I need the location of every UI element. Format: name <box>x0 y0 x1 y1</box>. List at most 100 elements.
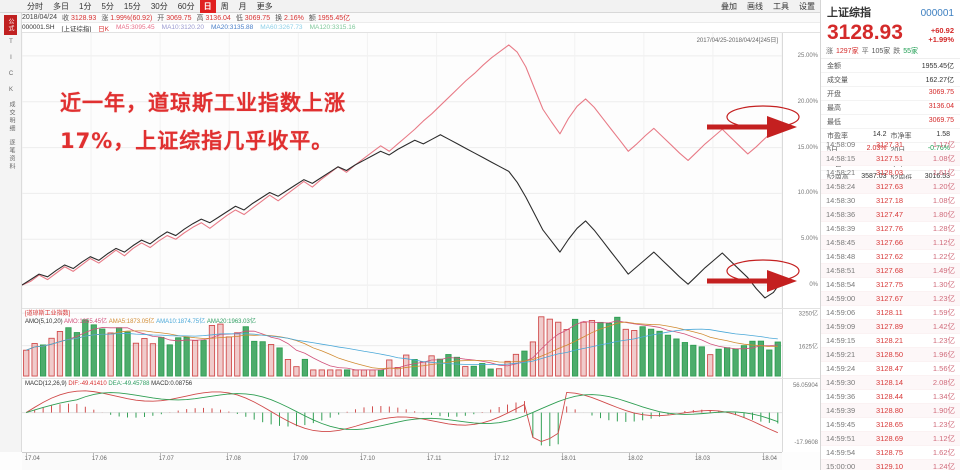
toolbar-tool-0[interactable]: 叠加 <box>721 1 737 11</box>
toolbar-period-8[interactable]: 周 <box>220 1 229 11</box>
x-axis-tick-9: 18.02 <box>627 456 643 462</box>
rail-formula-button[interactable]: 公式 <box>4 15 17 35</box>
period-toolbar[interactable]: 分时 多日 1分 5分 15分 30分 60分日周月更多 叠加 画线 工具 设置 <box>0 0 820 13</box>
tick-row[interactable]: 14:59:06 3128.11 1.59亿 <box>821 306 960 320</box>
tick-time-18: 14:59:36 <box>826 392 856 401</box>
tick-volume-5: 1.80亿 <box>932 210 955 219</box>
tick-volume-16: 1.56亿 <box>932 364 955 373</box>
macd-plot[interactable] <box>22 379 782 452</box>
tick-volume-0: 1.17亿 <box>932 140 955 149</box>
tick-price-13: 3127.89 <box>875 322 904 331</box>
low-label: 低 <box>235 14 243 22</box>
tick-list[interactable]: 14:58:09 3127.31 1.17亿 14:58:15 3127.51 1.08亿… <box>821 138 960 470</box>
tick-row[interactable]: 14:59:30 3128.14 2.08亿 <box>821 376 960 390</box>
left-rail[interactable]: 公式 T I C K 成交明细 逐笔资料 <box>0 13 22 452</box>
tick-row[interactable]: 14:58:39 3127.76 1.28亿 <box>821 222 960 236</box>
sidebar-header: 上证综指 000001 <box>821 0 960 22</box>
sidebar-pair-value-1-0: 2.03% <box>866 144 887 152</box>
tick-row[interactable]: 14:58:09 3127.31 1.17亿 <box>821 138 960 152</box>
tick-row[interactable]: 14:59:36 3128.44 1.34亿 <box>821 390 960 404</box>
tick-price-14: 3128.21 <box>875 336 904 345</box>
price-axis-tick-5: 0% <box>809 282 818 289</box>
tick-row[interactable]: 14:58:30 3127.18 1.08亿 <box>821 194 960 208</box>
x-axis-tick-7: 17.12 <box>493 456 509 462</box>
sidebar-stat-key-1: 成交量 <box>827 76 848 84</box>
tick-row[interactable]: 14:58:15 3127.51 1.08亿 <box>821 152 960 166</box>
tick-price-15: 3128.50 <box>875 350 904 359</box>
toolbar-period-9[interactable]: 月 <box>238 1 247 11</box>
toolbar-period-0[interactable]: 分时 <box>27 1 43 11</box>
x-axis-tickmark-9 <box>628 453 630 456</box>
low-value: 3069.75 <box>244 14 271 22</box>
tick-time-8: 14:58:48 <box>826 252 856 261</box>
toolbar-tool-1[interactable]: 画线 <box>747 1 763 11</box>
toolbar-period-4[interactable]: 15分 <box>123 1 141 11</box>
rail-item-tick-data[interactable]: 逐笔资料 <box>8 139 14 171</box>
tick-row[interactable]: 14:59:39 3128.80 1.90亿 <box>821 404 960 418</box>
tick-row[interactable]: 14:58:45 3127.66 1.12亿 <box>821 236 960 250</box>
tick-row[interactable]: 14:58:48 3127.62 1.22亿 <box>821 250 960 264</box>
tick-time-20: 14:59:45 <box>826 420 856 429</box>
tick-price-17: 3128.14 <box>875 378 904 387</box>
x-axis-tickmark-1 <box>92 453 94 456</box>
volume-panel[interactable]: [道琼斯工业指数] AMO(5,10,20) AMO:1955.45亿 AMA5… <box>22 308 820 378</box>
price-axis: 25.00% 20.00% 15.00% 10.00% 5.00% 0% <box>782 33 820 308</box>
decliners-label: 跌 <box>893 48 901 55</box>
sidebar-pair-cell: 5日 2.03% <box>827 145 891 155</box>
tick-row[interactable]: 14:58:21 3128.03 1.61亿 <box>821 166 960 180</box>
tick-volume-17: 2.08亿 <box>932 378 955 387</box>
toolbar-period-1[interactable]: 多日 <box>53 1 69 11</box>
toolbar-tool-3[interactable]: 设置 <box>799 1 815 11</box>
volume-axis-tick-0: 3250亿 <box>798 311 818 318</box>
sidebar-stat-value-3: 3136.04 <box>928 102 954 110</box>
tick-price-9: 3127.68 <box>875 266 904 275</box>
tick-row[interactable]: 14:58:51 3127.68 1.49亿 <box>821 264 960 278</box>
toolbar-tool-2[interactable]: 工具 <box>773 1 789 11</box>
tick-row[interactable]: 14:59:15 3128.21 1.23亿 <box>821 334 960 348</box>
macd-axis-tick-1: -17.9608 <box>794 440 818 447</box>
price-panel[interactable]: 2017/04/25-2018/04/24[245日] 25.00% 20.00%… <box>22 32 820 308</box>
x-axis-tickmark-3 <box>226 453 228 456</box>
volume-plot[interactable] <box>22 309 782 378</box>
tick-row[interactable]: 14:59:51 3128.69 1.12亿 <box>821 432 960 446</box>
tick-time-0: 14:58:09 <box>826 140 856 149</box>
tick-row[interactable]: 14:59:45 3128.65 1.23亿 <box>821 418 960 432</box>
legend-ma120: MA120:3315.16 <box>309 24 356 31</box>
toolbar-period-5[interactable]: 30分 <box>150 1 168 11</box>
x-axis-tick-0: 17.04 <box>24 456 40 462</box>
sidebar-stats: 金额 1955.45亿 成交量 162.27亿 开盘 3069.75 最高 3136.04 最低… <box>821 59 960 129</box>
tick-row[interactable]: 14:59:21 3128.50 1.96亿 <box>821 348 960 362</box>
sidebar-index-name: 上证综指 <box>827 7 871 19</box>
legend-ma20: MA20:3135.88 <box>210 24 254 31</box>
tick-row[interactable]: 15:00:00 3129.10 1.24亿 <box>821 460 960 470</box>
turnover-label: 换 <box>275 14 283 22</box>
tick-row[interactable]: 14:59:54 3128.75 1.62亿 <box>821 446 960 460</box>
tick-row[interactable]: 14:58:36 3127.47 1.80亿 <box>821 208 960 222</box>
macd-panel[interactable]: MACD(12,26,9) DIF:-49.41410 DEA:-49.4578… <box>22 378 820 452</box>
tick-price-11: 3127.67 <box>875 294 904 303</box>
rail-item-trade-detail[interactable]: 成交明细 <box>8 101 14 133</box>
toolbar-period-3[interactable]: 5分 <box>101 1 114 11</box>
toolbar-period-7[interactable]: 日 <box>199 0 216 13</box>
toolbar-period-6[interactable]: 60分 <box>177 1 195 11</box>
tick-price-3: 3127.63 <box>875 182 904 191</box>
tick-volume-4: 1.08亿 <box>932 196 955 205</box>
tick-time-9: 14:58:51 <box>826 266 856 275</box>
x-axis-tick-6: 17.11 <box>426 456 442 462</box>
tick-volume-22: 1.62亿 <box>932 448 955 457</box>
tick-row[interactable]: 14:58:54 3127.75 1.30亿 <box>821 278 960 292</box>
tick-price-6: 3127.76 <box>875 224 904 233</box>
toolbar-period-2[interactable]: 1分 <box>79 1 92 11</box>
price-plot[interactable] <box>22 33 782 308</box>
tick-row[interactable]: 14:59:09 3127.89 1.42亿 <box>821 320 960 334</box>
advancers-value: 1297家 <box>836 48 859 55</box>
tick-row[interactable]: 14:59:00 3127.67 1.23亿 <box>821 292 960 306</box>
tick-volume-19: 1.90亿 <box>932 406 955 415</box>
macd-axis: 56.05904 -17.9608 <box>782 379 820 452</box>
rail-item-tick[interactable]: T I C K <box>8 39 14 95</box>
tick-row[interactable]: 14:59:24 3128.47 1.56亿 <box>821 362 960 376</box>
sidebar-stat-value-2: 3069.75 <box>928 88 954 96</box>
x-axis-tickmark-8 <box>561 453 563 456</box>
toolbar-period-10[interactable]: 更多 <box>256 1 273 11</box>
tick-row[interactable]: 14:58:24 3127.63 1.20亿 <box>821 180 960 194</box>
